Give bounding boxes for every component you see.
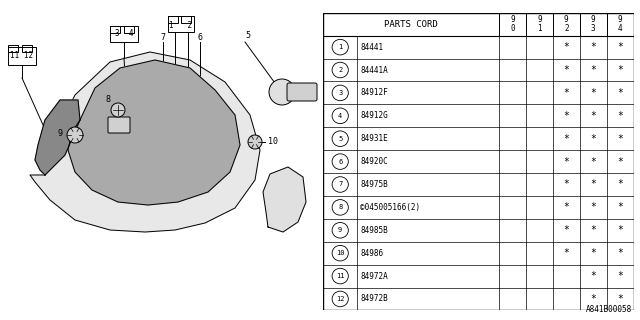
Text: *: * xyxy=(590,294,596,304)
Text: *: * xyxy=(590,271,596,281)
Text: *: * xyxy=(617,42,623,52)
Polygon shape xyxy=(35,100,80,175)
Text: 7: 7 xyxy=(338,181,342,188)
Circle shape xyxy=(269,79,295,105)
Text: PARTS CORD: PARTS CORD xyxy=(384,20,438,29)
Text: 84986: 84986 xyxy=(360,249,383,258)
Text: 10: 10 xyxy=(336,250,344,256)
Text: 9
4: 9 4 xyxy=(618,15,623,33)
Text: 84931E: 84931E xyxy=(360,134,388,143)
Text: *: * xyxy=(617,156,623,167)
Text: 8: 8 xyxy=(106,94,111,103)
Text: 9
2: 9 2 xyxy=(564,15,568,33)
Text: 3: 3 xyxy=(338,90,342,96)
Text: *: * xyxy=(590,42,596,52)
Text: *: * xyxy=(563,248,569,258)
Text: 7: 7 xyxy=(161,33,166,42)
Text: 84985B: 84985B xyxy=(360,226,388,235)
Text: *: * xyxy=(563,156,569,167)
Text: *: * xyxy=(617,202,623,212)
Text: *: * xyxy=(617,134,623,144)
Text: *: * xyxy=(590,225,596,235)
Text: *: * xyxy=(617,271,623,281)
Text: *: * xyxy=(617,111,623,121)
FancyBboxPatch shape xyxy=(108,117,130,133)
Polygon shape xyxy=(263,167,306,232)
Circle shape xyxy=(67,127,83,143)
FancyBboxPatch shape xyxy=(287,83,317,101)
Text: 3  4: 3 4 xyxy=(115,29,133,38)
Bar xyxy=(181,16,191,23)
Text: 5: 5 xyxy=(246,31,250,41)
Text: 1: 1 xyxy=(338,44,342,50)
Text: 9
3: 9 3 xyxy=(591,15,595,33)
Text: *: * xyxy=(563,202,569,212)
Text: 11: 11 xyxy=(336,273,344,279)
Text: ©045005166(2): ©045005166(2) xyxy=(360,203,420,212)
Text: 11 12: 11 12 xyxy=(10,52,33,60)
Text: *: * xyxy=(590,248,596,258)
Text: *: * xyxy=(590,134,596,144)
Text: *: * xyxy=(617,180,623,189)
Bar xyxy=(8,45,18,52)
Bar xyxy=(168,16,194,32)
Text: *: * xyxy=(590,202,596,212)
Text: 6: 6 xyxy=(338,159,342,164)
Text: *: * xyxy=(563,134,569,144)
Text: *: * xyxy=(590,180,596,189)
Polygon shape xyxy=(30,52,260,232)
Text: 12: 12 xyxy=(336,296,344,302)
Text: 84441: 84441 xyxy=(360,43,383,52)
Text: A841B00058: A841B00058 xyxy=(586,305,632,314)
Text: *: * xyxy=(617,88,623,98)
Text: 8: 8 xyxy=(338,204,342,210)
Text: 84972B: 84972B xyxy=(360,294,388,303)
Text: 84912F: 84912F xyxy=(360,88,388,97)
Text: 9
0: 9 0 xyxy=(510,15,515,33)
Text: 9: 9 xyxy=(338,227,342,233)
Text: 10: 10 xyxy=(268,138,278,147)
Text: *: * xyxy=(563,88,569,98)
Text: *: * xyxy=(617,225,623,235)
Text: *: * xyxy=(590,65,596,75)
Text: 84912G: 84912G xyxy=(360,111,388,120)
Text: *: * xyxy=(563,42,569,52)
Text: 84920C: 84920C xyxy=(360,157,388,166)
Text: *: * xyxy=(617,65,623,75)
Text: *: * xyxy=(590,156,596,167)
Text: 5: 5 xyxy=(338,136,342,142)
Text: 1   2: 1 2 xyxy=(170,20,193,29)
Text: *: * xyxy=(590,111,596,121)
Text: 9
1: 9 1 xyxy=(537,15,541,33)
Text: *: * xyxy=(563,225,569,235)
Text: *: * xyxy=(563,111,569,121)
Polygon shape xyxy=(68,60,240,205)
Bar xyxy=(110,26,138,42)
Circle shape xyxy=(248,135,262,149)
Text: 2: 2 xyxy=(338,67,342,73)
Bar xyxy=(124,26,134,33)
Circle shape xyxy=(111,103,125,117)
Text: *: * xyxy=(617,294,623,304)
Text: *: * xyxy=(563,65,569,75)
Text: 9: 9 xyxy=(58,130,63,139)
Text: *: * xyxy=(563,180,569,189)
Text: 84972A: 84972A xyxy=(360,272,388,281)
Bar xyxy=(22,45,32,52)
Bar xyxy=(110,26,120,33)
Text: 84975B: 84975B xyxy=(360,180,388,189)
Bar xyxy=(168,16,178,23)
Text: *: * xyxy=(590,88,596,98)
Text: 84441A: 84441A xyxy=(360,66,388,75)
Bar xyxy=(8,47,36,65)
Text: 4: 4 xyxy=(338,113,342,119)
Text: *: * xyxy=(617,248,623,258)
Text: 6: 6 xyxy=(198,33,202,42)
